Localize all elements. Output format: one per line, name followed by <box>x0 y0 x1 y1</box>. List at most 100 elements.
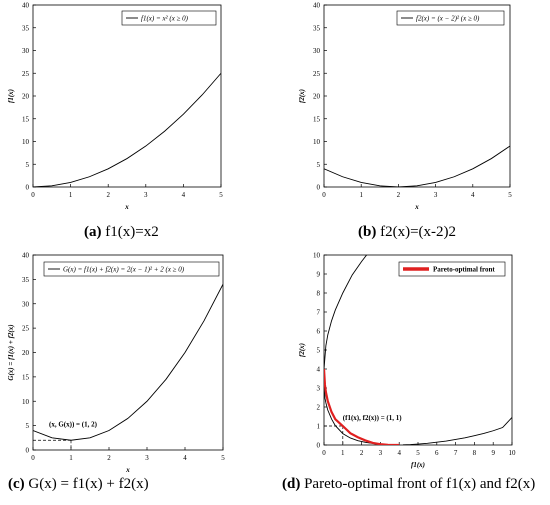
y-tick-label: 20 <box>22 349 30 357</box>
x-tick-label: 2 <box>106 191 110 199</box>
caption-d-letter: (d) <box>282 476 301 492</box>
y-tick-label: 6 <box>317 328 321 336</box>
series-line <box>324 368 400 445</box>
y-tick-label: 25 <box>22 70 30 78</box>
chart-d: 0 1 2 3 4 5 6 7 8 9 10 0 1 2 3 4 5 6 7 8 9 10 f1(x) f2(x) (f1(x)… <box>298 252 517 470</box>
x-tick-label: 1 <box>359 191 363 199</box>
x-tick-label: 4 <box>182 191 186 199</box>
x-tick-label: 8 <box>473 449 477 457</box>
y-tick-label: 7 <box>317 309 321 317</box>
x-tick-label: 9 <box>491 449 495 457</box>
caption-a: (a) f1(x)=x2 <box>84 224 159 241</box>
y-tick-label: 0 <box>317 184 321 192</box>
y-tick-label: 40 <box>313 2 321 10</box>
x-tick-label: 1 <box>69 191 73 199</box>
caption-b: (b) f2(x)=(x-2)2 <box>358 224 456 241</box>
y-tick-label: 8 <box>317 290 321 298</box>
x-tick-label: 5 <box>508 191 512 199</box>
y-tick-label: 0 <box>26 447 30 455</box>
x-tick-label: 2 <box>397 191 401 199</box>
x-axis-label: f1(x) <box>411 461 425 469</box>
x-tick-label: 1 <box>341 449 345 457</box>
x-tick-label: 5 <box>416 449 420 457</box>
y-tick-label: 3 <box>317 385 321 393</box>
y-tick-label: 25 <box>313 70 321 78</box>
y-tick-label: 35 <box>22 276 30 284</box>
x-tick-label: 0 <box>322 191 326 199</box>
y-tick-label: 20 <box>313 93 321 101</box>
x-tick-label: 3 <box>379 449 383 457</box>
x-tick-label: 7 <box>454 449 458 457</box>
x-tick-label: 0 <box>322 449 326 457</box>
annotation-label: (x, G(x)) = (1, 2) <box>49 420 98 428</box>
chart-b: 0 1 2 3 4 5 0 5 10 15 20 25 30 35 40 x f2(x) f2(x) = (x −… <box>298 2 512 212</box>
y-tick-label: 35 <box>22 24 30 32</box>
y-tick-label: 10 <box>313 138 321 146</box>
y-tick-label: 0 <box>26 184 30 192</box>
caption-b-text: f2(x)=(x-2)2 <box>380 224 457 240</box>
y-tick-label: 10 <box>22 398 30 406</box>
legend-label: Pareto-optimal front <box>433 266 495 274</box>
legend-box <box>43 261 220 277</box>
x-tick-label: 5 <box>221 454 225 462</box>
y-tick-label: 10 <box>22 138 30 146</box>
y-tick-label: 30 <box>22 300 30 308</box>
y-tick-label: 15 <box>22 115 30 123</box>
y-axis-label: G(x) = f1(x) + f2(x) <box>7 324 15 380</box>
y-tick-label: 5 <box>317 161 321 169</box>
x-tick-label: 0 <box>31 454 35 462</box>
y-tick-label: 5 <box>26 422 30 430</box>
y-tick-label: 5 <box>317 347 321 355</box>
y-axis-label: f2(x) <box>298 343 306 357</box>
y-tick-label: 40 <box>22 252 30 260</box>
x-tick-label: 5 <box>219 191 223 199</box>
y-tick-label: 30 <box>22 47 30 55</box>
x-axis-label: x <box>414 203 419 211</box>
legend-label: f2(x) = (x − 2)² (x ≥ 0) <box>416 15 480 23</box>
y-tick-label: 5 <box>26 161 30 169</box>
x-tick-label: 1 <box>69 454 73 462</box>
x-tick-label: 4 <box>183 454 187 462</box>
series-line <box>324 145 510 187</box>
plot-frame <box>323 4 511 188</box>
x-tick-label: 2 <box>360 449 364 457</box>
caption-d-text: Pareto-optimal front of f1(x) and f2(x) <box>304 476 536 492</box>
caption-d: (d) Pareto-optimal front of f1(x) and f2… <box>282 476 535 493</box>
x-tick-label: 3 <box>434 191 438 199</box>
y-tick-label: 15 <box>22 373 30 381</box>
legend-box <box>121 10 217 26</box>
annotation-label: (f1(x), f2(x)) = (1, 1) <box>343 414 402 422</box>
legend-box <box>398 261 506 277</box>
legend-label: f1(x) = x² (x ≥ 0) <box>141 15 189 23</box>
x-tick-label: 10 <box>509 449 517 457</box>
y-axis-label: f1(x) <box>7 89 15 103</box>
y-tick-label: 1 <box>317 423 321 431</box>
series-line <box>324 255 368 370</box>
caption-b-letter: (b) <box>358 224 377 240</box>
y-tick-label: 25 <box>22 325 30 333</box>
chart-c: 0 1 2 3 4 5 0 5 10 15 20 25 30 35 40 x G(x) = f1(x) + f2… <box>7 252 225 475</box>
caption-c-letter: (c) <box>8 476 25 492</box>
x-axis-label: x <box>125 466 130 474</box>
series-line <box>324 368 400 445</box>
plot-frame <box>32 4 222 188</box>
series-line <box>402 417 512 445</box>
y-tick-label: 2 <box>317 404 321 412</box>
x-tick-label: 0 <box>31 191 35 199</box>
y-tick-label: 0 <box>317 442 321 450</box>
series-line <box>33 72 221 187</box>
y-tick-label: 4 <box>317 366 321 374</box>
caption-a-letter: (a) <box>84 224 102 240</box>
legend-label: G(x) = f1(x) + f2(x) = 2(x − 1)² + 2 (x … <box>63 266 185 274</box>
chart-a: 0 1 2 3 4 5 0 5 10 15 20 25 30 35 40 x f1(x) f1(x) = x² (… <box>7 2 223 212</box>
y-axis-label: f2(x) <box>298 89 306 103</box>
caption-c: (c) G(x) = f1(x) + f2(x) <box>8 476 149 493</box>
legend-box <box>396 10 505 26</box>
x-tick-label: 3 <box>145 454 149 462</box>
y-tick-label: 35 <box>313 24 321 32</box>
x-tick-label: 4 <box>471 191 475 199</box>
x-tick-label: 6 <box>435 449 439 457</box>
y-tick-label: 15 <box>313 115 321 123</box>
